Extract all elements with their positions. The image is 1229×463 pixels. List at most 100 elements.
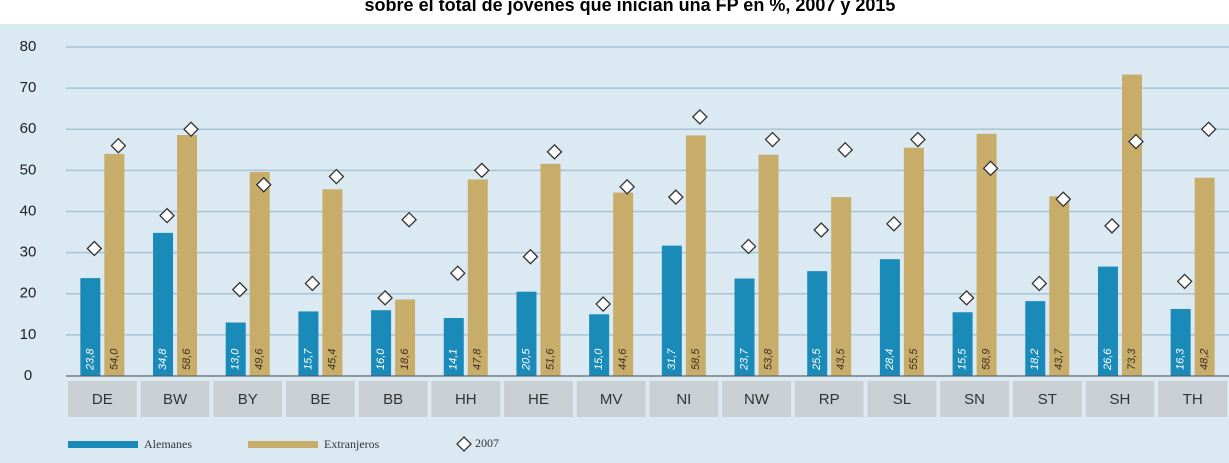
marker-2007 xyxy=(909,131,926,148)
marker-2007 xyxy=(183,121,199,138)
x-tick-label: SH xyxy=(1110,391,1131,408)
marker-2007 xyxy=(691,108,708,125)
marker-2007 xyxy=(473,162,490,179)
bar xyxy=(516,291,537,376)
y-tick-label: 80 xyxy=(20,38,37,55)
data-label: 28,4 xyxy=(884,349,896,371)
bar xyxy=(395,299,416,376)
marker-2007 xyxy=(1128,133,1144,150)
bar xyxy=(371,310,392,376)
bar xyxy=(952,312,973,376)
category-box xyxy=(649,381,719,417)
bar xyxy=(1121,74,1142,377)
marker-2007 xyxy=(1031,275,1048,292)
data-label: 55,5 xyxy=(908,348,920,370)
bar xyxy=(177,135,198,376)
category-box xyxy=(68,381,137,417)
marker-2007 xyxy=(740,238,757,255)
data-label: 23,7 xyxy=(738,348,750,371)
category-box xyxy=(286,381,355,417)
data-label: 26,6 xyxy=(1102,348,1114,371)
bar xyxy=(322,189,343,376)
bar xyxy=(443,318,464,376)
category-box xyxy=(431,381,501,417)
data-label: 13,0 xyxy=(230,348,242,370)
x-tick-label: RP xyxy=(819,391,840,408)
marker-2007 xyxy=(159,207,175,224)
bar xyxy=(467,179,488,376)
bar xyxy=(1025,301,1046,376)
legend-marker xyxy=(456,436,472,452)
data-label: 34,8 xyxy=(157,348,169,370)
category-box xyxy=(867,381,937,417)
legend-label: Alemanes xyxy=(144,437,192,451)
marker-2007 xyxy=(958,289,975,306)
chart-title: sobre el total de jóvenes que inician un… xyxy=(365,0,896,15)
x-tick-label: SN xyxy=(964,391,985,408)
category-box xyxy=(504,381,573,417)
data-label: 14,1 xyxy=(448,349,460,370)
marker-2007 xyxy=(231,281,248,298)
bar xyxy=(661,245,682,376)
marker-2007 xyxy=(328,168,345,185)
data-label: 58,5 xyxy=(690,348,702,370)
x-tick-label: NI xyxy=(676,391,691,408)
title-band xyxy=(0,0,1229,24)
data-label: 73,3 xyxy=(1126,348,1138,370)
bar xyxy=(976,133,997,376)
marker-2007 xyxy=(619,178,636,195)
category-box xyxy=(1158,381,1227,417)
marker-2007 xyxy=(304,275,321,292)
marker-2007 xyxy=(1200,121,1217,138)
x-tick-label: HH xyxy=(455,391,477,408)
marker-2007 xyxy=(1055,191,1072,208)
marker-2007 xyxy=(86,240,103,257)
x-tick-label: NW xyxy=(744,391,770,408)
bar xyxy=(831,197,852,376)
data-label: 23,8 xyxy=(84,348,96,371)
data-label: 18,6 xyxy=(399,348,411,370)
x-tick-label: TH xyxy=(1183,391,1203,408)
legend-swatch xyxy=(248,441,318,448)
marker-2007 xyxy=(764,131,781,148)
x-tick-label: HE xyxy=(528,391,549,408)
bar xyxy=(1049,196,1070,376)
y-tick-label: 0 xyxy=(24,367,32,384)
x-tick-label: DE xyxy=(92,391,113,408)
data-label: 45,4 xyxy=(326,349,338,370)
marker-2007 xyxy=(110,137,127,154)
y-tick-label: 40 xyxy=(20,202,37,219)
bar xyxy=(807,271,828,376)
marker-2007 xyxy=(595,296,612,312)
marker-2007 xyxy=(885,215,902,232)
bar xyxy=(80,278,101,376)
x-tick-label: BB xyxy=(383,391,403,408)
data-label: 31,7 xyxy=(666,348,678,370)
y-tick-label: 10 xyxy=(20,326,37,343)
y-tick-label: 50 xyxy=(20,161,37,178)
y-tick-label: 30 xyxy=(20,244,37,261)
bar xyxy=(589,314,610,376)
data-label: 20,5 xyxy=(520,348,532,371)
bar xyxy=(613,192,634,376)
category-box xyxy=(358,381,428,417)
data-label: 51,6 xyxy=(544,348,556,370)
marker-2007 xyxy=(522,248,539,265)
marker-2007 xyxy=(982,160,999,177)
marker-2007 xyxy=(667,189,684,206)
category-box xyxy=(576,381,646,417)
y-tick-label: 70 xyxy=(20,79,37,96)
category-box xyxy=(722,381,791,417)
bar xyxy=(1170,308,1191,376)
category-box xyxy=(794,381,864,417)
data-label: 58,6 xyxy=(181,348,193,370)
y-tick-label: 60 xyxy=(20,120,37,137)
marker-2007 xyxy=(401,211,418,228)
data-label: 58,9 xyxy=(981,349,993,370)
data-label: 16,0 xyxy=(375,348,387,370)
legend-swatch xyxy=(68,441,138,448)
bar xyxy=(1194,177,1215,376)
category-box xyxy=(940,381,1009,417)
data-label: 49,6 xyxy=(254,348,266,370)
